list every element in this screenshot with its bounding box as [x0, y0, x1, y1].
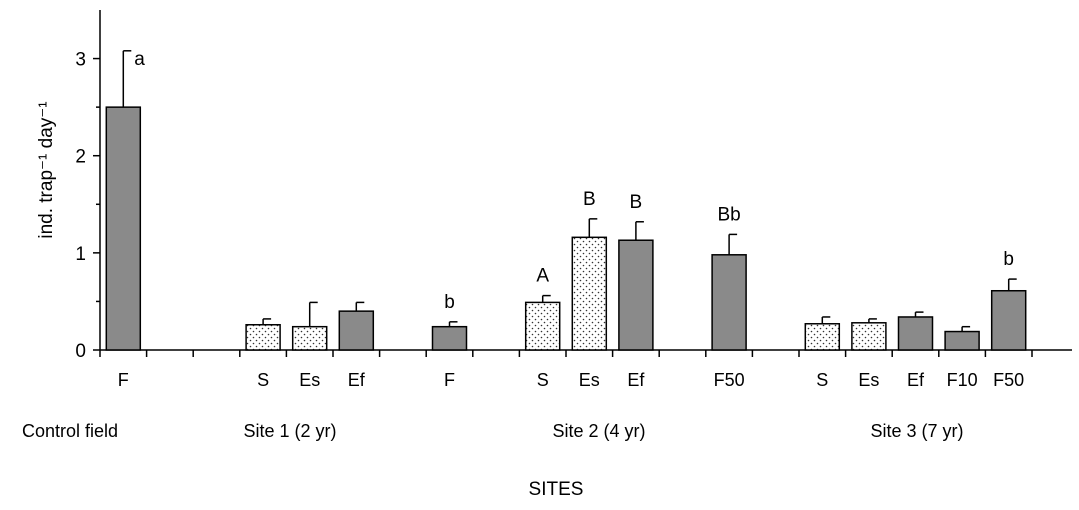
- bar-site-2-4-yr--ef: [618, 239, 654, 351]
- bar-site-3-7-yr--f50: [990, 289, 1027, 351]
- bar-site-2-4-yr--f50: [711, 254, 747, 351]
- x-tick-label: F: [444, 370, 455, 390]
- x-tick-label: S: [537, 370, 549, 390]
- group-label: Control field: [22, 421, 118, 441]
- bar-site-3-7-yr--ef: [897, 316, 934, 351]
- bar-site-2-4-yr--s: [524, 301, 561, 351]
- x-tick-label: Ef: [627, 370, 645, 390]
- bar-site-2-4-yr--es: [571, 236, 608, 351]
- x-ticks: [99, 350, 1033, 357]
- y-tick-label: 2: [75, 147, 86, 168]
- labels: a F Control field S Es Ef b F Site 1 (2 yr) A S B Es…: [22, 49, 1024, 441]
- y-axis-label: ind. trap⁻¹ day⁻¹: [36, 101, 57, 238]
- x-tick-label: Ef: [348, 370, 366, 390]
- y-tick-label: 0: [75, 341, 86, 362]
- x-tick-label: F10: [947, 370, 978, 390]
- bar-site-3-7-yr--s: [804, 323, 841, 351]
- significance-letter: b: [444, 292, 455, 313]
- x-axis-label: SITES: [529, 479, 584, 500]
- bar-control-field-f: [105, 106, 142, 351]
- significance-letter: Bb: [717, 204, 740, 225]
- significance-letter: b: [1003, 249, 1014, 270]
- y-tick-label: 1: [75, 244, 86, 265]
- x-tick-label: Es: [858, 370, 879, 390]
- bars: [105, 50, 1027, 351]
- group-label: Site 3 (7 yr): [870, 421, 963, 441]
- significance-letter: B: [583, 189, 596, 210]
- group-label: Site 2 (4 yr): [552, 421, 645, 441]
- bar-site-1-2-yr--f: [431, 325, 468, 351]
- group-label: Site 1 (2 yr): [243, 421, 336, 441]
- y-tick-label: 3: [75, 50, 86, 71]
- bar-site-3-7-yr--es: [851, 322, 887, 351]
- x-tick-label: Es: [299, 370, 320, 390]
- x-tick-label: S: [816, 370, 828, 390]
- x-tick-label: Es: [579, 370, 600, 390]
- y-ticks: 0 1 2 3: [75, 50, 100, 362]
- x-tick-label: S: [257, 370, 269, 390]
- x-tick-label: Ef: [907, 370, 925, 390]
- bar-site-1-2-yr--es: [291, 325, 328, 351]
- x-tick-label: F50: [993, 370, 1024, 390]
- bar-site-1-2-yr--ef: [338, 310, 375, 351]
- significance-letter: a: [134, 49, 145, 70]
- significance-letter: B: [630, 192, 643, 213]
- x-tick-label: F50: [714, 370, 745, 390]
- bar-site-1-2-yr--s: [245, 323, 281, 351]
- significance-letter: A: [536, 266, 549, 287]
- bar-site-3-7-yr--f10: [944, 330, 980, 351]
- x-tick-label: F: [118, 370, 129, 390]
